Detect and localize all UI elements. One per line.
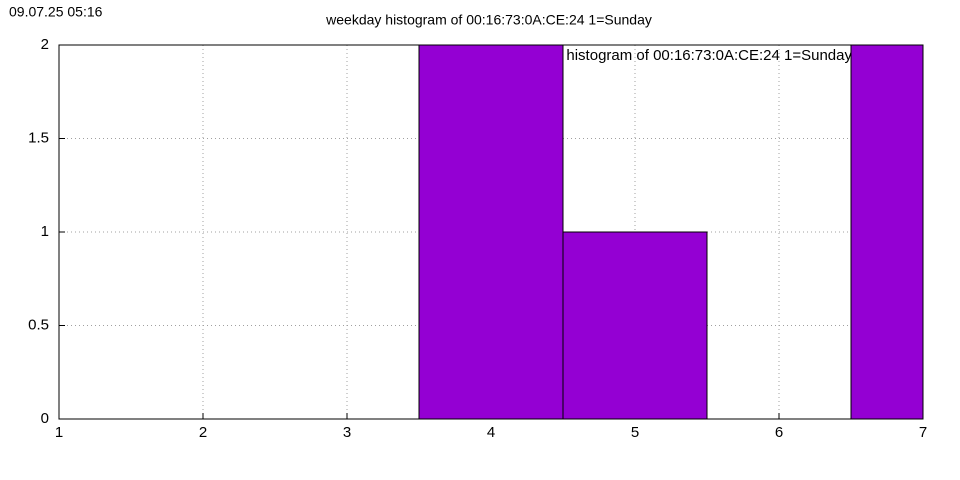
- bar: [850, 45, 923, 419]
- x-tick-label: 5: [631, 424, 639, 441]
- x-tick-label: 4: [487, 424, 495, 441]
- y-tick-label: 1: [41, 223, 49, 240]
- x-tick-label: 1: [55, 424, 63, 441]
- plot-area: [418, 45, 923, 419]
- y-tick-label: 0.5: [28, 316, 49, 333]
- bar: [418, 45, 564, 419]
- chart-title: weekday histogram of 00:16:73:0A:CE:24 1…: [325, 12, 652, 28]
- legend-label: weekday histogram of 00:16:73:0A:CE:24 1…: [502, 47, 852, 64]
- x-tick-label: 3: [343, 424, 351, 441]
- x-tick-label: 7: [919, 424, 927, 441]
- timestamp: 09.07.25 05:16: [9, 4, 103, 20]
- y-tick-label: 1.5: [28, 129, 49, 146]
- y-tick-label: 0: [41, 410, 49, 427]
- x-tick-label: 6: [775, 424, 783, 441]
- bar: [562, 231, 708, 419]
- x-tick-label: 2: [199, 424, 207, 441]
- plot-border: [58, 44, 924, 420]
- y-tick-label: 2: [41, 36, 49, 53]
